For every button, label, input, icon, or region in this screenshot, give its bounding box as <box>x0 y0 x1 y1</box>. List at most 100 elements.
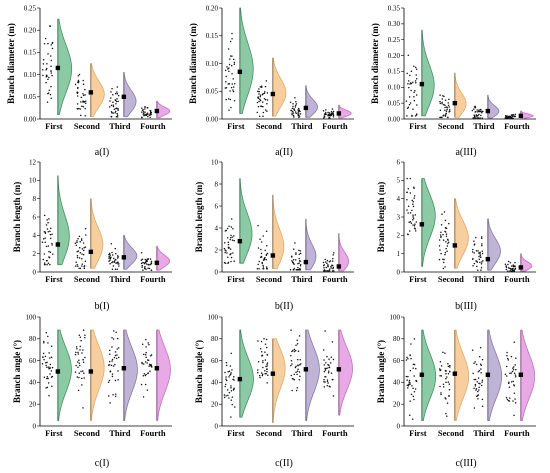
data-point <box>82 407 84 409</box>
data-point <box>446 402 449 404</box>
panel-caption: a(II) <box>275 147 293 158</box>
data-point <box>42 356 44 358</box>
data-point <box>111 112 113 114</box>
data-point <box>448 108 451 111</box>
data-point <box>266 110 268 112</box>
data-point <box>226 227 229 230</box>
data-point <box>323 381 325 383</box>
data-point <box>50 97 52 100</box>
category-label: Second <box>438 121 464 131</box>
data-point <box>141 116 143 118</box>
data-point <box>116 116 119 118</box>
data-point <box>109 100 111 102</box>
data-point <box>45 259 48 262</box>
y-tick-label: 80 <box>393 335 401 343</box>
data-point <box>407 357 409 360</box>
data-point <box>228 391 231 394</box>
data-point <box>77 351 79 354</box>
data-point <box>233 83 236 85</box>
data-point <box>332 113 334 116</box>
data-point <box>477 390 479 393</box>
violin-third <box>487 329 503 421</box>
data-point <box>82 358 84 361</box>
data-point <box>107 395 110 397</box>
data-point <box>439 94 441 96</box>
data-point <box>330 265 332 268</box>
data-point <box>473 387 475 389</box>
data-point <box>43 340 45 343</box>
data-point <box>112 112 114 114</box>
data-point <box>471 251 474 253</box>
data-point <box>447 239 449 241</box>
data-point <box>290 360 293 362</box>
data-point <box>228 376 230 378</box>
data-point <box>443 261 445 264</box>
data-point <box>43 214 46 217</box>
data-point <box>296 342 299 345</box>
data-point <box>75 364 77 367</box>
data-point <box>80 239 83 242</box>
data-point <box>78 257 81 259</box>
y-tick-label: 6 <box>33 213 37 221</box>
data-point <box>230 64 233 67</box>
data-point <box>78 107 80 110</box>
data-point <box>447 381 450 383</box>
data-point <box>481 250 484 252</box>
data-point <box>43 376 46 378</box>
data-point <box>291 260 293 262</box>
data-point <box>440 236 442 238</box>
data-point <box>150 260 153 263</box>
data-point <box>409 414 411 417</box>
data-point <box>227 48 230 50</box>
data-point <box>265 365 267 368</box>
data-point <box>150 365 153 368</box>
y-tick-label: 2 <box>397 232 401 240</box>
data-point <box>408 379 411 382</box>
data-point <box>51 242 53 245</box>
data-point <box>296 339 298 342</box>
data-point <box>108 257 110 259</box>
y-tick-label: 0.10 <box>24 71 37 79</box>
data-point <box>145 268 147 270</box>
data-point <box>480 111 483 114</box>
data-point <box>448 389 451 391</box>
data-point <box>332 266 335 269</box>
data-point <box>478 389 480 391</box>
data-point <box>142 363 145 365</box>
data-point <box>224 249 226 251</box>
data-point <box>326 380 329 383</box>
data-point <box>48 89 51 92</box>
data-point <box>414 214 417 216</box>
data-point <box>297 114 300 116</box>
data-point <box>443 211 446 213</box>
data-point <box>322 261 325 264</box>
data-point <box>478 258 481 261</box>
data-point <box>474 361 476 363</box>
data-point <box>259 86 262 88</box>
data-point <box>478 386 480 388</box>
data-point <box>230 106 232 109</box>
data-point <box>76 250 78 253</box>
data-point <box>411 218 414 221</box>
data-point <box>407 233 409 236</box>
data-point <box>330 362 332 364</box>
y-tick-label: 6 <box>215 202 219 210</box>
data-point <box>107 364 110 366</box>
data-point <box>229 365 232 367</box>
data-point <box>115 107 117 110</box>
data-point <box>82 94 85 97</box>
data-point <box>413 363 416 366</box>
data-point <box>413 195 416 197</box>
data-point <box>49 237 52 240</box>
data-point <box>117 94 120 97</box>
data-point <box>223 261 226 264</box>
data-point <box>265 230 268 232</box>
data-point <box>77 366 79 368</box>
data-point <box>264 85 267 88</box>
data-point <box>257 105 260 108</box>
data-point <box>226 252 228 254</box>
data-point <box>81 352 83 354</box>
data-point <box>230 234 232 237</box>
data-point <box>43 43 46 45</box>
data-point <box>51 41 54 44</box>
